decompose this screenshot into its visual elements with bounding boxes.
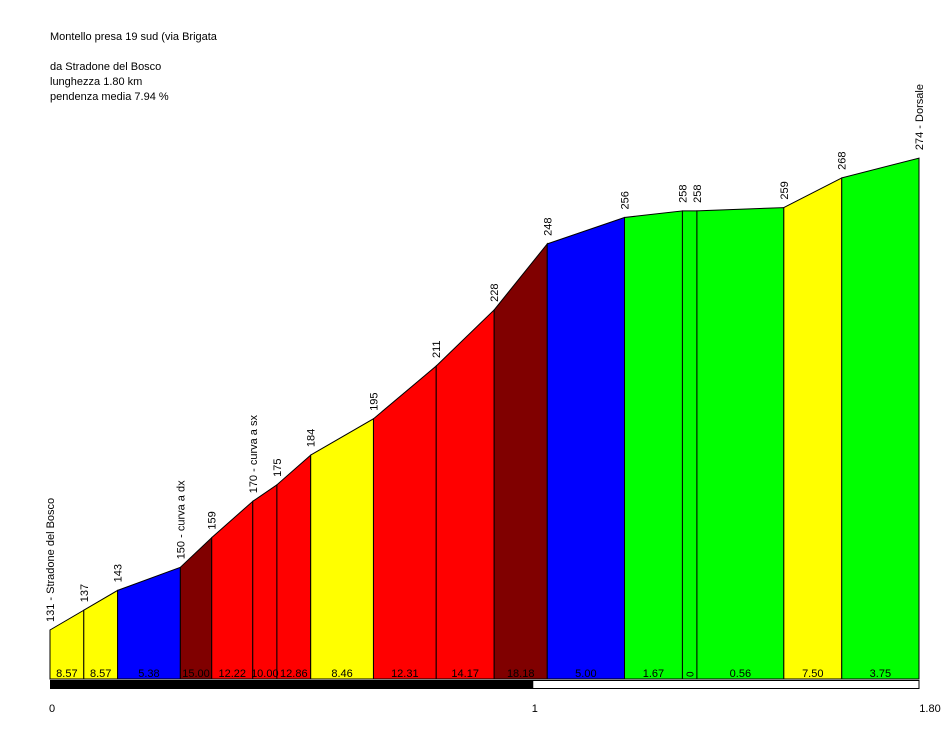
- grade-label: 12.22: [218, 668, 246, 680]
- profile-segment: [493, 242, 548, 680]
- profile-segment: [276, 453, 312, 680]
- elevation-label: 274 - Dorsale: [914, 84, 926, 150]
- grade-labels: 8.57 8.57 5.38 15.00 12.22 10.00 12.86 8.46 12.3…: [56, 668, 891, 680]
- grade-label: 0.56: [730, 668, 751, 680]
- start-point: da Stradone del Bosco: [50, 61, 162, 73]
- scale-bar-remainder: [532, 680, 920, 689]
- profile-segment: [372, 364, 437, 680]
- profile-segment: [841, 157, 920, 680]
- elevation-label: 150 - curva a dx: [175, 480, 187, 559]
- profile-segment: [310, 417, 374, 680]
- profile-segments: [49, 157, 920, 680]
- x-tick-label: 1: [532, 703, 538, 715]
- profile-segment: [435, 308, 495, 680]
- grade-label: 1.67: [643, 668, 664, 680]
- elevation-label: 159: [207, 511, 219, 529]
- grade-label: 8.57: [90, 668, 111, 680]
- elevation-label: 256: [620, 191, 632, 209]
- elevation-label: 228: [489, 284, 501, 302]
- profile-segment: [696, 207, 785, 680]
- grade-label: 12.31: [391, 668, 419, 680]
- elevation-label: 195: [368, 392, 380, 410]
- profile-segment: [783, 177, 843, 680]
- page-title: Montello presa 19 sud (via Brigata: [50, 31, 217, 43]
- grade-label: 12.86: [280, 668, 308, 680]
- x-tick-label: 1.80: [919, 703, 940, 715]
- distance-axis: 0 1 1.80: [49, 680, 941, 715]
- elevation-label: 248: [542, 218, 554, 236]
- elevation-label: 143: [113, 564, 125, 582]
- grade-label: 5.00: [575, 668, 596, 680]
- elevation-label: 268: [837, 152, 849, 170]
- elevation-label: 175: [272, 458, 284, 476]
- grade-label: 15.00: [182, 668, 210, 680]
- elevation-label: 184: [306, 429, 318, 447]
- scale-bar-km-segment: [50, 680, 533, 689]
- elevation-label: 137: [79, 584, 91, 602]
- profile-segment: [546, 216, 626, 680]
- x-tick-label: 0: [49, 703, 55, 715]
- elevation-label: 211: [431, 340, 443, 358]
- grade-label: 0: [686, 671, 697, 677]
- average-grade: pendenza media 7.94 %: [50, 91, 169, 103]
- profile-segment: [624, 210, 683, 680]
- elevation-label: 259: [779, 181, 791, 199]
- elevation-label: 170 - curva a sx: [248, 415, 260, 494]
- grade-label: 3.75: [870, 668, 891, 680]
- elevation-label: 131 - Stradone del Bosco: [45, 498, 57, 622]
- elevation-labels: 131 - Stradone del Bosco 137 143 150 - curv…: [45, 84, 926, 622]
- elevation-label: 258: [677, 185, 689, 203]
- profile-segment: [83, 589, 119, 680]
- grade-label: 8.46: [331, 668, 352, 680]
- grade-label: 5.38: [138, 668, 159, 680]
- profile-segment: [117, 566, 181, 680]
- grade-label: 14.17: [451, 668, 479, 680]
- grade-label: 7.50: [802, 668, 823, 680]
- grade-label: 8.57: [56, 668, 77, 680]
- grade-label: 18.18: [507, 668, 535, 680]
- route-length: lunghezza 1.80 km: [50, 76, 143, 88]
- grade-label: 10.00: [251, 668, 279, 680]
- profile-segment: [252, 483, 278, 680]
- elevation-label: 258: [692, 185, 704, 203]
- profile-segment: [681, 210, 698, 680]
